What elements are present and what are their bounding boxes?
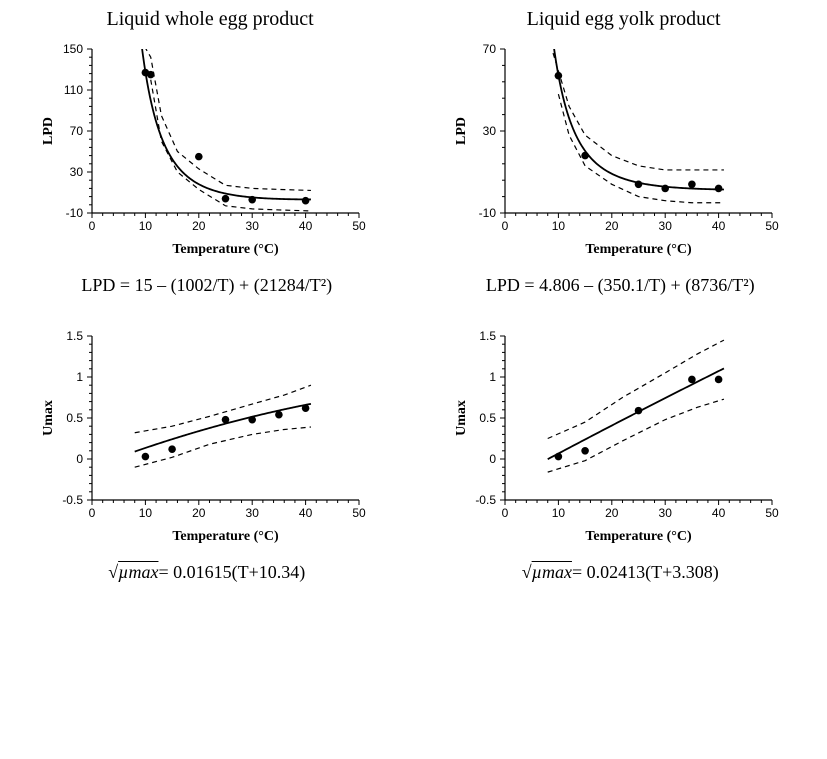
svg-text:Temperature (°C): Temperature (°C) [586,529,693,544]
column-title-left: Liquid whole egg product [106,8,313,31]
svg-text:70: 70 [69,124,83,138]
equation-umax-whole-egg: √µmax= 0.01615(T+10.34) [108,562,305,583]
svg-text:0.5: 0.5 [66,411,83,425]
svg-text:10: 10 [552,506,566,520]
equation-umax-egg-yolk: √µmax= 0.02413(T+3.308) [522,562,719,583]
svg-text:1: 1 [76,370,83,384]
svg-text:0: 0 [76,452,83,466]
svg-text:50: 50 [352,506,366,520]
svg-text:10: 10 [138,506,152,520]
chart-lpd-egg-yolk: 0 10 20 30 40 50 -10 30 70 Temperature (°C) LPD [450,31,790,261]
equation-lpd-egg-yolk: LPD = 4.806 – (350.1/T) + (8736/T²) [486,275,755,296]
svg-text:40: 40 [712,506,726,520]
svg-text:0: 0 [88,219,95,233]
svg-text:40: 40 [299,506,313,520]
svg-text:-10: -10 [479,206,497,220]
svg-text:Temperature (°C): Temperature (°C) [172,529,279,544]
svg-text:70: 70 [483,42,497,56]
svg-text:50: 50 [766,219,780,233]
svg-text:LPD: LPD [454,117,469,145]
svg-text:-10: -10 [65,206,83,220]
svg-text:110: 110 [64,83,83,97]
svg-text:Temperature (°C): Temperature (°C) [172,242,279,257]
svg-text:LPD: LPD [41,117,56,145]
svg-text:20: 20 [605,219,619,233]
svg-text:-0.5: -0.5 [476,493,497,507]
svg-text:0: 0 [490,452,497,466]
svg-text:30: 30 [659,506,673,520]
svg-text:20: 20 [192,219,206,233]
svg-text:0.5: 0.5 [480,411,497,425]
svg-text:1: 1 [490,370,497,384]
chart-umax-egg-yolk: 0 10 20 30 40 50 -0.5 0 0.5 1 1.5 Temperature (°C) U… [450,318,790,548]
svg-text:Temperature (°C): Temperature (°C) [586,242,693,257]
svg-text:30: 30 [245,506,259,520]
column-title-right: Liquid egg yolk product [527,8,721,31]
svg-text:Umax: Umax [41,400,56,436]
svg-text:1.5: 1.5 [480,329,497,343]
svg-text:0: 0 [502,219,509,233]
svg-text:30: 30 [483,124,497,138]
svg-text:30: 30 [659,219,673,233]
svg-text:Umax: Umax [454,400,469,436]
svg-text:10: 10 [138,219,152,233]
svg-text:150: 150 [63,42,83,56]
svg-text:10: 10 [552,219,566,233]
svg-text:30: 30 [245,219,259,233]
svg-text:50: 50 [352,219,366,233]
svg-text:30: 30 [69,165,83,179]
svg-text:0: 0 [502,506,509,520]
svg-text:20: 20 [192,506,206,520]
svg-text:40: 40 [299,219,313,233]
svg-text:-0.5: -0.5 [62,493,83,507]
svg-text:40: 40 [712,219,726,233]
svg-text:1.5: 1.5 [66,329,83,343]
svg-text:20: 20 [605,506,619,520]
chart-lpd-whole-egg: 0 10 20 30 40 50 -10 30 70 110 150 Temperature (°C)… [37,31,377,261]
svg-text:50: 50 [766,506,780,520]
chart-umax-whole-egg: 0 10 20 30 40 50 -0.5 0 0.5 1 1.5 Temperature (°C) U… [37,318,377,548]
svg-text:0: 0 [88,506,95,520]
equation-lpd-whole-egg: LPD = 15 – (1002/T) + (21284/T²) [81,275,332,296]
